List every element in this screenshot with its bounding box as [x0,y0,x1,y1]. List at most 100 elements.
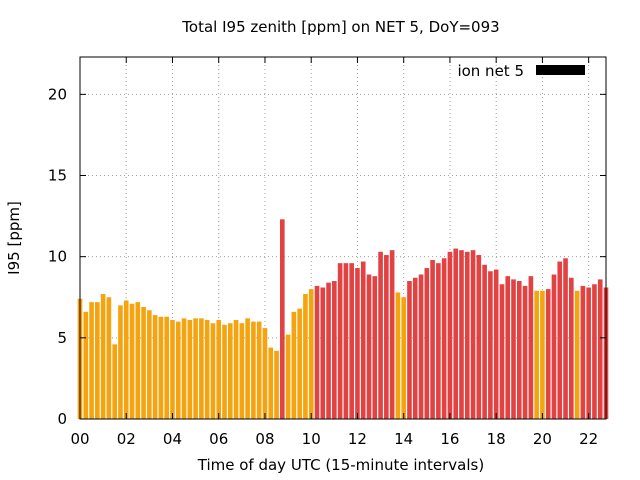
bar-51 [372,276,378,419]
bar-54 [389,250,395,419]
bar-4 [100,294,106,419]
bar-85 [569,277,574,419]
bar-32 [262,328,268,419]
y-tick-label: 10 [48,248,67,266]
y-tick-label: 0 [57,410,67,428]
x-tick-label: 04 [163,430,182,448]
bar-28 [239,323,245,419]
bar-19 [187,319,193,419]
bar-10 [135,302,141,419]
bar-40 [308,289,314,419]
y-axis-ticks: 0 5 10 15 20 [48,85,606,428]
bar-80 [540,290,545,419]
bar-27 [233,319,239,419]
x-axis-label: Time of day UTC (15-minute intervals) [197,456,484,474]
bar-63 [441,258,447,419]
bar-83 [557,261,563,419]
bar-72 [493,269,499,419]
bar-55 [395,292,401,419]
bar-79 [534,290,539,419]
bar-16 [170,319,175,419]
y-tick-label: 20 [48,85,67,103]
bar-8 [123,300,129,419]
bar-61 [430,259,435,419]
x-tick-label: 18 [487,430,506,448]
bar-67 [464,251,470,419]
bar-69 [476,255,482,419]
bar-31 [256,321,262,419]
bar-81 [545,289,551,419]
x-tick-label: 14 [394,430,413,448]
bars [77,219,609,419]
y-tick-label: 15 [48,167,67,185]
bar-47 [349,263,354,419]
bar-43 [326,282,331,419]
bar-23 [210,323,216,419]
bar-58 [412,277,418,419]
bar-30 [251,321,256,419]
x-tick-label: 20 [533,430,552,448]
bar-9 [129,303,135,419]
bar-65 [453,248,459,419]
x-tick-label: 08 [255,430,274,448]
bar-14 [158,316,164,419]
bar-39 [303,294,308,419]
bar-73 [499,284,505,419]
bar-84 [563,258,568,419]
bar-46 [343,263,349,419]
x-tick-label: 06 [209,430,228,448]
bar-33 [268,347,274,419]
bar-44 [332,281,337,419]
bar-11 [141,306,146,419]
bar-17 [175,321,181,419]
legend: ion net 5 [457,62,585,80]
bar-24 [216,319,222,419]
bar-78 [528,276,534,419]
bar-29 [245,318,250,419]
bar-87 [580,285,586,419]
bar-1 [83,311,89,419]
bar-57 [407,281,412,419]
bar-60 [424,268,430,419]
bar-66 [459,250,464,419]
bar-34 [274,350,279,419]
y-tick-label: 5 [57,329,67,347]
bar-52 [378,251,383,419]
bar-22 [204,319,210,419]
plot-frame [79,56,607,420]
bar-35 [280,219,285,419]
bar-26 [227,323,233,419]
bar-53 [384,255,389,419]
bar-12 [147,310,152,419]
bar-13 [152,315,158,419]
bar-75 [511,279,516,419]
bar-64 [447,251,453,419]
bar-2 [89,302,94,419]
bar-50 [366,274,372,419]
y-axis-label: I95 [ppm] [5,201,23,275]
chart-title: Total I95 zenith [ppm] on NET 5, DoY=093 [181,18,499,36]
x-tick-label: 02 [117,430,136,448]
bar-5 [106,297,112,419]
bar-89 [592,284,597,419]
x-tick-label: 22 [579,430,598,448]
bar-59 [418,274,424,419]
bar-70 [482,264,487,419]
bar-86 [574,290,580,419]
bar-3 [95,302,100,419]
bar-56 [401,297,406,419]
bar-74 [505,276,511,419]
bar-15 [164,316,170,419]
bar-90 [597,279,603,419]
bar-76 [516,281,522,419]
bar-21 [199,318,204,419]
bar-42 [320,287,326,419]
bar-36 [285,334,291,419]
bar-18 [181,318,187,419]
bar-7 [118,305,123,419]
bar-41 [314,285,320,419]
bar-37 [291,311,297,419]
bar-48 [355,268,360,419]
legend-swatch [536,65,585,75]
